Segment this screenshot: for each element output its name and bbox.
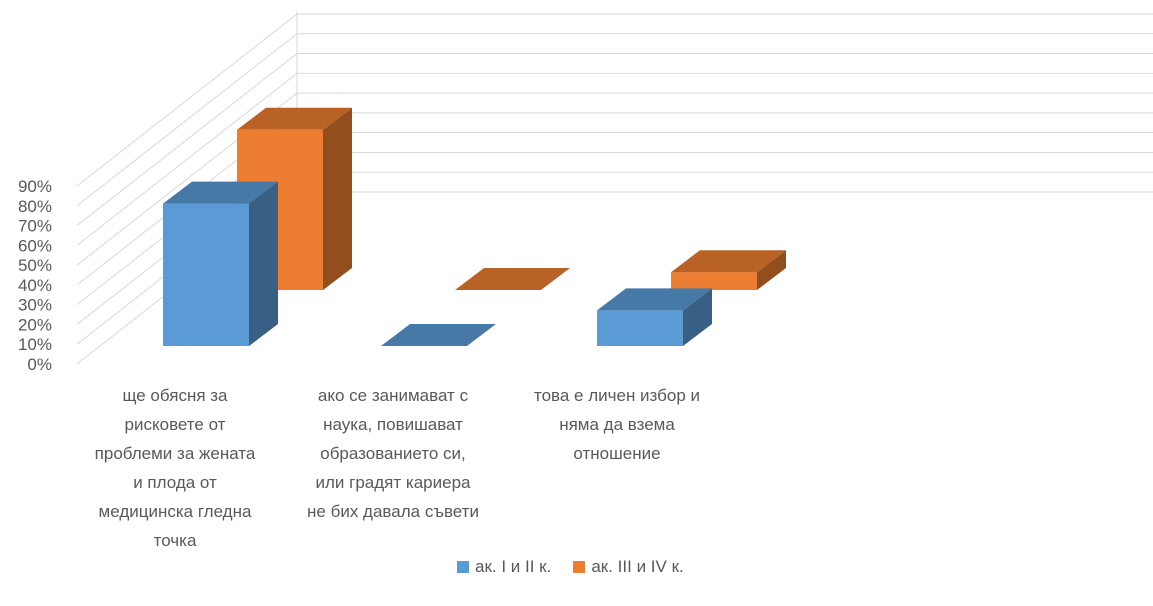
bar-top-face bbox=[597, 288, 712, 311]
x-category-label-line: отношение bbox=[573, 444, 660, 463]
x-category-label: това е личен избор и няма да взема отношен… bbox=[534, 386, 700, 463]
y-tick-label: 90% bbox=[18, 177, 52, 196]
bar-side-face bbox=[757, 250, 786, 290]
y-tick-label: 80% bbox=[18, 197, 52, 216]
x-category-label-line: няма да взема bbox=[559, 415, 675, 434]
legend: ак. I и II к. ак. III и IV к. bbox=[457, 557, 684, 577]
x-category-label-line: и плода от bbox=[133, 473, 217, 492]
y-tick-label: 70% bbox=[18, 217, 52, 236]
legend-label-series-1: ак. I и II к. bbox=[475, 557, 552, 576]
x-category-label-line: образованието си, bbox=[320, 444, 466, 463]
bar-series-1-3 bbox=[597, 288, 712, 346]
y-tick-label: 10% bbox=[18, 335, 52, 354]
x-category-label-line: това е личен избор и bbox=[534, 386, 700, 405]
bar-side-face bbox=[323, 107, 352, 290]
bar-top-face bbox=[671, 250, 786, 273]
bar-series-2-2 bbox=[455, 268, 570, 290]
legend-item-series-2: ак. III и IV к. bbox=[573, 557, 684, 577]
bar-series-1-1 bbox=[163, 181, 278, 346]
bar-side-face bbox=[249, 181, 278, 346]
x-category-label-line: рисковете от bbox=[125, 415, 226, 434]
x-category-label-line: или градят кариера bbox=[316, 473, 472, 492]
y-tick-label: 30% bbox=[18, 296, 52, 315]
y-tick-label: 40% bbox=[18, 276, 52, 295]
x-category-label-line: наука, повишават bbox=[323, 415, 463, 434]
x-category-label-line: проблеми за жената bbox=[95, 444, 256, 463]
y-axis: 0%10%20%30%40%50%60%70%80%90% bbox=[18, 177, 52, 374]
y-tick-label: 50% bbox=[18, 256, 52, 275]
bar-side-face bbox=[683, 288, 712, 346]
x-category-label: ще обясня за рисковете от проблеми за жена… bbox=[95, 386, 256, 550]
x-category-label-line: точка bbox=[154, 531, 197, 550]
bar-top-face bbox=[455, 268, 570, 290]
bar-series-2-3 bbox=[671, 250, 786, 290]
y-tick-label: 0% bbox=[27, 355, 52, 374]
x-category-label-line: не бих давала съвети bbox=[307, 502, 479, 521]
bar-series-1-2 bbox=[381, 324, 496, 346]
x-axis: ще обясня за рисковете от проблеми за жена… bbox=[95, 386, 700, 550]
bars bbox=[163, 107, 786, 346]
legend-label-series-2: ак. III и IV к. bbox=[591, 557, 684, 576]
x-category-label: ако се занимават с наука, повишават образо… bbox=[307, 386, 479, 521]
legend-swatch-series-1 bbox=[457, 561, 469, 573]
bar-top-face bbox=[163, 181, 278, 204]
x-category-label-line: ще обясня за bbox=[122, 386, 228, 405]
bar-top-face bbox=[381, 324, 496, 346]
bar-front-face bbox=[671, 272, 757, 290]
y-tick-label: 20% bbox=[18, 315, 52, 334]
x-category-label-line: ако се занимават с bbox=[318, 386, 469, 405]
bar-front-face bbox=[163, 203, 249, 346]
legend-swatch-series-2 bbox=[573, 561, 586, 573]
y-tick-label: 60% bbox=[18, 236, 52, 255]
bar-top-face bbox=[237, 107, 352, 130]
legend-item-series-1: ак. I и II к. bbox=[457, 557, 551, 577]
bar-front-face bbox=[597, 310, 683, 346]
x-category-label-line: медицинска гледна bbox=[99, 502, 252, 521]
